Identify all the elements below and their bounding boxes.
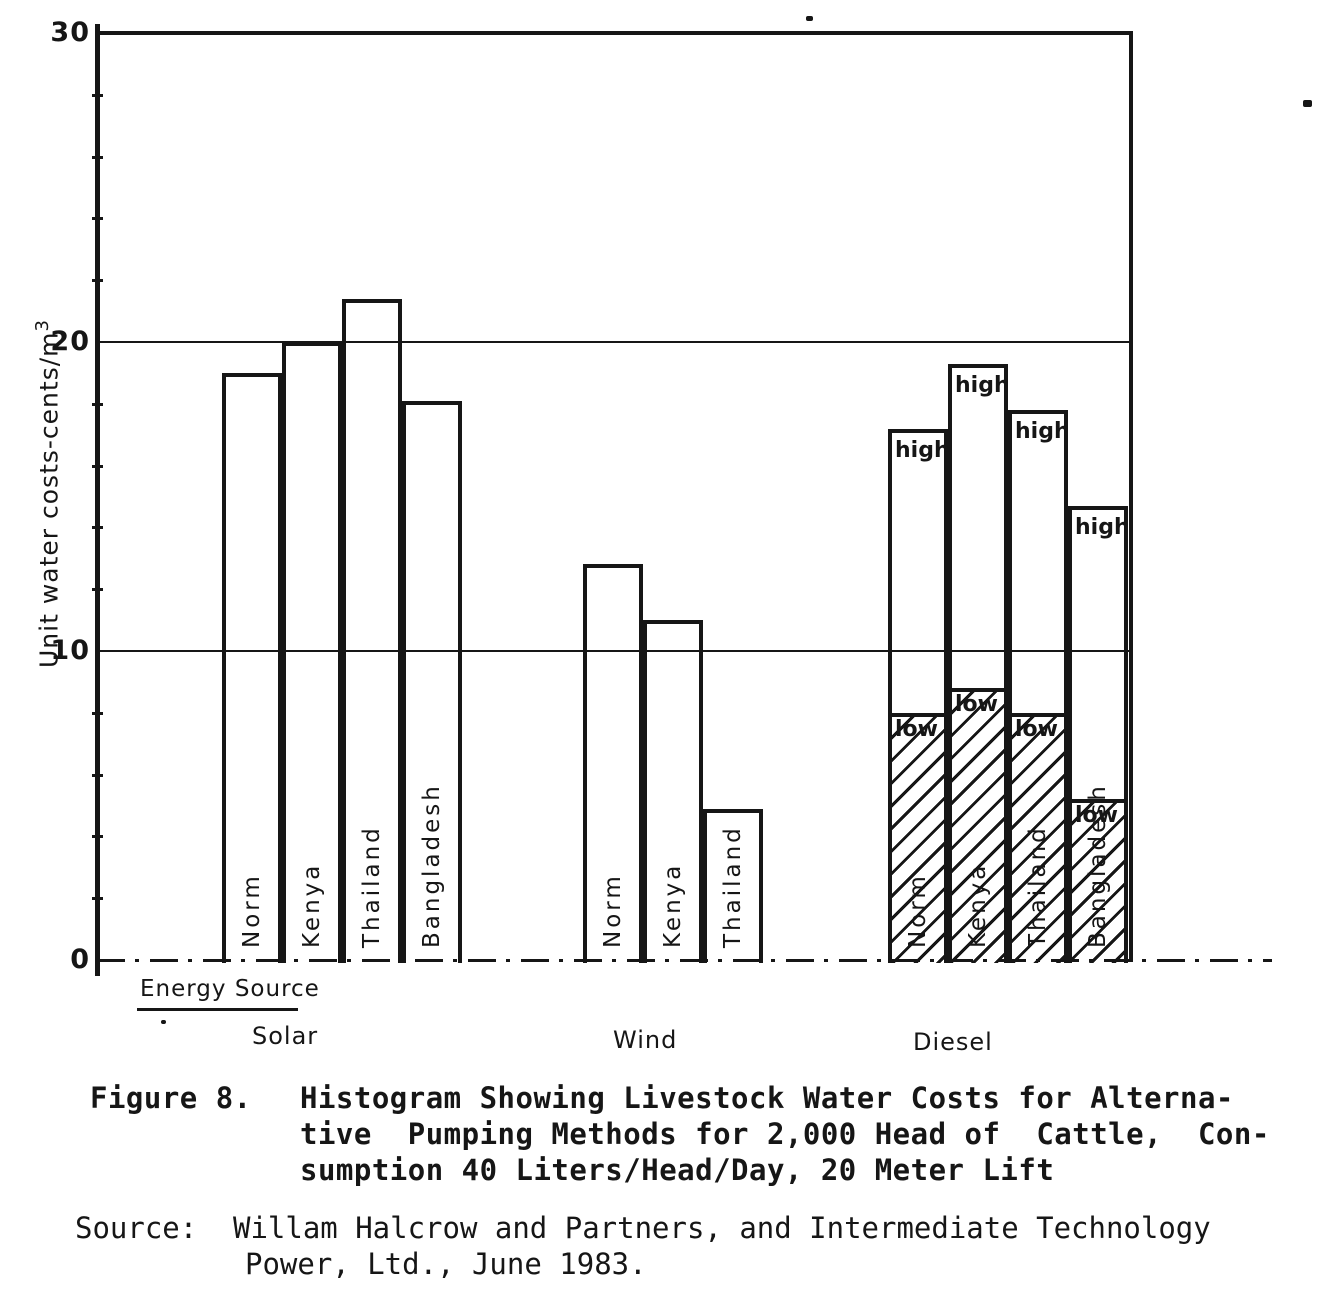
y-axis-minor-tick-14 [92, 526, 103, 529]
source-note: Willam Halcrow and Partners, and Interme… [233, 1210, 1211, 1282]
bar-label-wind-thailand: Thailand [720, 825, 746, 948]
gridline-10 [97, 650, 1133, 652]
caption-line-2: tive Pumping Methods for 2,000 Head of C… [300, 1117, 1270, 1151]
bar-label-solar-norm: Norm [239, 873, 265, 948]
bar-diesel-kenya [948, 364, 1008, 963]
y-axis-minor-tick-18 [92, 403, 103, 406]
figure-number: Figure 8. [90, 1081, 252, 1115]
low-label-diesel-norm: low [895, 717, 938, 742]
y-tick-label-20: 20 [50, 326, 90, 357]
scan-artifact-dot [806, 16, 813, 21]
bar-diesel-thailand [1008, 410, 1068, 963]
y-axis-minor-tick-4 [92, 835, 103, 838]
plot-right-border [1129, 31, 1133, 962]
y-axis-minor-tick-28 [92, 94, 103, 97]
y-axis-minor-tick-16 [92, 465, 103, 468]
y-axis-minor-tick-12 [92, 588, 103, 591]
source-line-2: Power, Ltd., June 1983. [245, 1247, 647, 1281]
low-hatch-diesel-thailand [1012, 713, 1064, 963]
low-hatch-diesel-bangladesh [1072, 799, 1124, 963]
bar-solar-kenya [282, 342, 342, 963]
caption-line-3: sumption 40 Liters/Head/Day, 20 Meter Li… [300, 1153, 1055, 1187]
low-label-diesel-bangladesh: low [1075, 803, 1118, 828]
y-axis-minor-tick-24 [92, 217, 103, 220]
bar-label-solar-thailand: Thailand [359, 825, 385, 948]
high-label-diesel-bangladesh: high [1075, 515, 1130, 540]
bar-label-wind-kenya: Kenya [660, 862, 686, 948]
figure-caption: Histogram Showing Livestock Water Costs … [300, 1080, 1270, 1188]
gridline-30 [97, 31, 1133, 35]
bar-diesel-norm [888, 429, 948, 963]
low-hatch-diesel-norm [892, 713, 944, 963]
y-tick-label-0: 0 [70, 944, 90, 975]
bar-solar-norm [222, 373, 282, 963]
x-axis-title-underline [137, 1008, 298, 1011]
bar-wind-norm [583, 564, 643, 963]
low-label-diesel-kenya: low [955, 692, 998, 717]
group-label-wind: Wind [613, 1026, 678, 1054]
high-label-diesel-norm: high [895, 438, 950, 463]
source-line-1: Willam Halcrow and Partners, and Interme… [233, 1211, 1211, 1245]
bar-label-diesel-bangladesh: Bangladesh [1085, 783, 1111, 948]
y-tick-label-10: 10 [50, 635, 90, 666]
group-label-diesel: Diesel [913, 1028, 993, 1056]
x-axis-baseline [97, 959, 1272, 962]
bar-label-diesel-kenya: Kenya [965, 862, 991, 948]
x-axis-title: Energy Source [140, 976, 320, 1002]
gridline-20 [97, 341, 1133, 343]
bar-solar-thailand [342, 299, 402, 963]
y-axis-line [95, 24, 100, 976]
low-label-diesel-thailand: low [1015, 717, 1058, 742]
high-label-diesel-kenya: high [955, 373, 1010, 398]
caption-line-1: Histogram Showing Livestock Water Costs … [300, 1081, 1234, 1115]
y-axis-minor-tick-26 [92, 156, 103, 159]
bar-solar-bangladesh [402, 401, 462, 963]
bar-diesel-bangladesh [1068, 506, 1128, 963]
y-axis-minor-tick-22 [92, 279, 103, 282]
bar-label-diesel-norm: Norm [905, 873, 931, 948]
bar-label-solar-kenya: Kenya [299, 862, 325, 948]
y-axis-minor-tick-2 [92, 897, 103, 900]
high-label-diesel-thailand: high [1015, 419, 1070, 444]
y-axis-minor-tick-8 [92, 712, 103, 715]
y-tick-label-30: 30 [50, 17, 90, 48]
source-label: Source: [75, 1211, 198, 1245]
bar-wind-thailand [703, 809, 763, 963]
low-hatch-diesel-kenya [952, 688, 1004, 963]
bar-label-wind-norm: Norm [600, 873, 626, 948]
bar-label-solar-bangladesh: Bangladesh [419, 783, 445, 948]
group-label-solar: Solar [252, 1022, 319, 1050]
y-axis-minor-tick-6 [92, 774, 103, 777]
bar-wind-kenya [643, 620, 703, 963]
scan-artifact-dot [1303, 100, 1312, 107]
bar-label-diesel-thailand: Thailand [1025, 825, 1051, 948]
scan-artifact-dot [161, 1020, 166, 1024]
